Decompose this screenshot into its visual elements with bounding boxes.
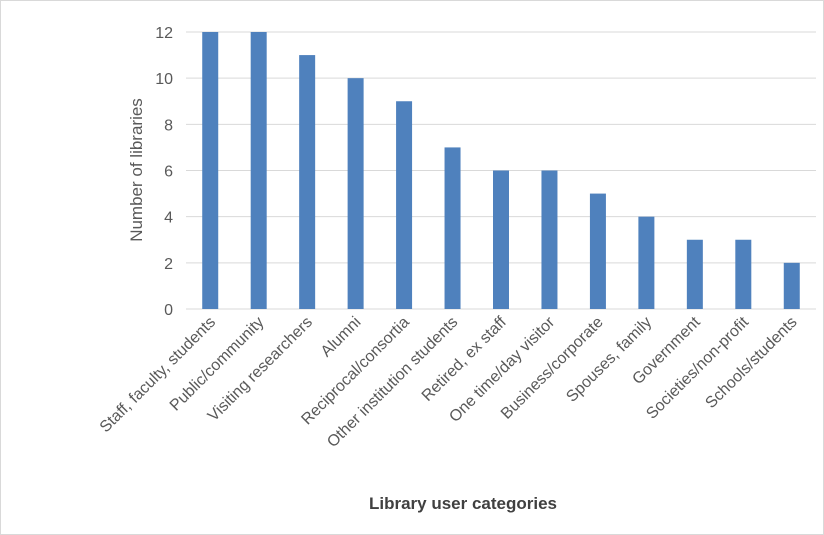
x-axis-title: Library user categories [369, 494, 557, 513]
bar [299, 55, 316, 310]
y-tick-labels: 0 2 4 6 8 10 12 [155, 25, 173, 319]
y-tick-label: 12 [155, 25, 173, 42]
bar [202, 32, 219, 309]
y-tick-label: 2 [164, 256, 173, 273]
y-tick-label: 6 [164, 164, 173, 181]
bar [493, 170, 509, 309]
bars [202, 32, 800, 310]
bar [735, 239, 752, 309]
y-tick-label: 4 [164, 210, 173, 227]
x-tick-label: Spouses, family [563, 314, 655, 406]
y-tick-label: 10 [155, 71, 173, 88]
bar [396, 101, 413, 309]
x-tick-label: Schools/students [702, 314, 800, 412]
bar [250, 32, 267, 309]
bar [589, 193, 606, 309]
bar [541, 170, 558, 309]
x-tick-labels: Staff, faculty, studentsPublic/community… [97, 313, 801, 451]
bar [444, 147, 461, 309]
bar [638, 216, 655, 309]
bar [783, 262, 800, 309]
y-tick-label: 8 [164, 117, 173, 134]
x-tick-label: Retired, ex staff [419, 313, 510, 404]
y-axis-title: Number of libraries [127, 98, 146, 242]
bar [347, 78, 364, 310]
x-tick-label: Alumni [318, 314, 365, 361]
y-tick-label: 0 [164, 302, 173, 319]
bar [686, 239, 703, 309]
